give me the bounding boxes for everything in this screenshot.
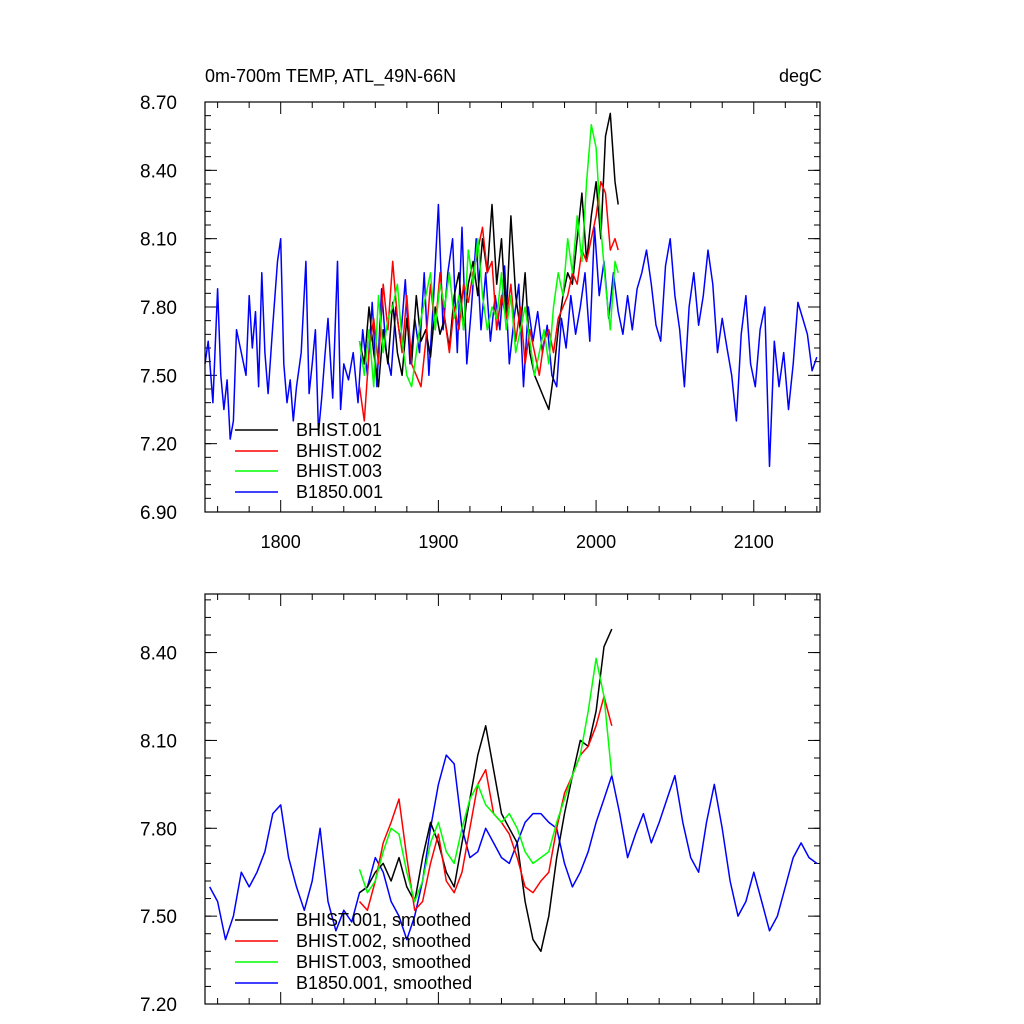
y-tick-label: 7.20 (140, 435, 177, 456)
y-tick-label: 7.50 (140, 366, 177, 387)
top-legend: BHIST.001 BHIST.002 BHIST.003 B1850.001 (235, 420, 383, 502)
bottom-axis-ticks: 7.20 7.50 7.80 8.10 8.40 (140, 594, 820, 1016)
series-line-bhist-001-smoothed (359, 628, 613, 953)
top-panel: 0m-700m TEMP, ATL_49N-66N degC 1800 1900 2… (140, 66, 822, 552)
legend-label-bhist002: BHIST.002 (296, 441, 382, 461)
bottom-legend: BHIST.001, smoothed BHIST.002, smoothed … (235, 910, 472, 993)
bottom-panel: 7.20 7.50 7.80 8.10 8.40 BHIST.001, smoothed… (140, 593, 821, 1016)
y-tick-label: 7.20 (140, 995, 177, 1016)
bottom-plot-frame (204, 593, 821, 1005)
y-tick-label: 8.40 (140, 644, 177, 665)
x-tick-label: 1900 (418, 532, 458, 552)
series-line-bhist-001 (358, 112, 619, 411)
y-tick-label: 7.80 (140, 819, 177, 840)
y-tick-label: 6.90 (140, 503, 177, 524)
x-tick-label: 1800 (261, 532, 301, 552)
top-title-left: 0m-700m TEMP, ATL_49N-66N (205, 66, 456, 87)
x-tick-label: 2100 (734, 532, 774, 552)
legend-label-bhist002-smoothed: BHIST.002, smoothed (296, 931, 471, 951)
legend-label-b1850: B1850.001 (296, 482, 383, 502)
bottom-series-lines (209, 628, 818, 953)
y-tick-label: 8.40 (140, 161, 177, 182)
series-line-bhist-003 (358, 124, 619, 388)
y-tick-label: 8.70 (140, 93, 177, 114)
top-title-right: degC (779, 66, 822, 86)
y-tick-label: 7.80 (140, 298, 177, 319)
top-series-lines (204, 112, 818, 468)
legend-label-bhist003: BHIST.003 (296, 461, 382, 481)
top-plot-frame (204, 101, 821, 513)
legend-label-bhist003-smoothed: BHIST.003, smoothed (296, 952, 471, 972)
legend-label-bhist001-smoothed: BHIST.001, smoothed (296, 910, 471, 930)
y-tick-label: 8.10 (140, 731, 177, 752)
legend-label-b1850-smoothed: B1850.001, smoothed (296, 973, 472, 993)
top-axis-ticks: 1800 1900 2000 2100 6.90 7.20 7.50 7.80 8.10 8.40… (140, 93, 820, 552)
legend-label-bhist001: BHIST.001 (296, 420, 382, 440)
series-line-b1850-001 (204, 203, 818, 468)
series-line-b1850-001-smoothed (209, 754, 818, 941)
y-tick-label: 8.10 (140, 230, 177, 251)
x-tick-label: 2000 (576, 532, 616, 552)
y-tick-label: 7.50 (140, 907, 177, 928)
series-line-bhist-003-smoothed (358, 657, 613, 903)
